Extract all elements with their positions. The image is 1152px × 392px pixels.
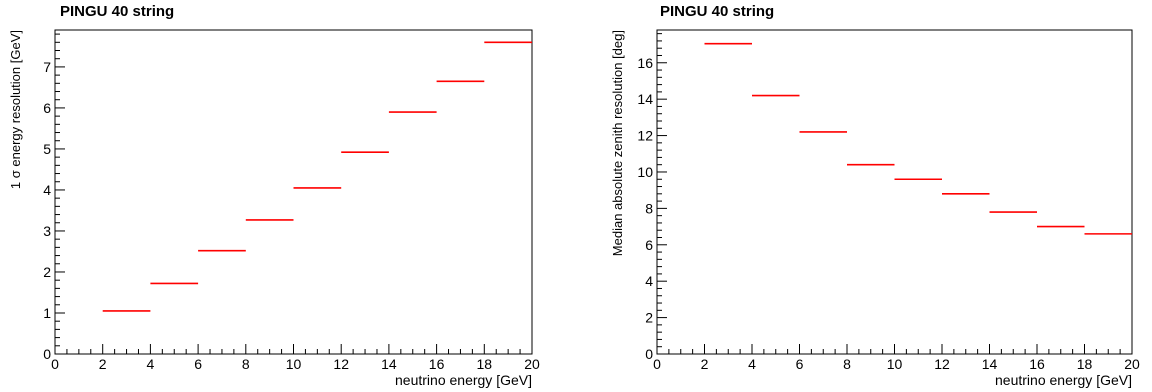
x-tick-label: 20 <box>1124 356 1140 372</box>
chart-title: PINGU 40 string <box>660 3 775 20</box>
x-tick-label: 12 <box>934 356 950 372</box>
y-tick-label: 5 <box>43 141 51 157</box>
x-axis-label: neutrino energy [GeV] <box>995 372 1132 388</box>
y-tick-label: 7 <box>43 59 51 75</box>
y-tick-label: 10 <box>637 164 653 180</box>
y-tick-label: 1 <box>43 305 51 321</box>
y-tick-label: 8 <box>645 200 653 216</box>
x-tick-label: 18 <box>1077 356 1093 372</box>
x-tick-label: 8 <box>242 356 250 372</box>
y-tick-label: 2 <box>43 264 51 280</box>
x-tick-label: 2 <box>99 356 107 372</box>
x-tick-label: 6 <box>796 356 804 372</box>
y-axis-label: Median absolute zenith resolution [deg] <box>610 30 625 256</box>
x-tick-label: 14 <box>381 356 397 372</box>
x-tick-label: 10 <box>286 356 302 372</box>
y-tick-label: 12 <box>637 128 653 144</box>
x-tick-label: 4 <box>147 356 155 372</box>
x-tick-label: 20 <box>524 356 540 372</box>
y-axis-label: 1 σ energy resolution [GeV] <box>8 30 23 189</box>
y-tick-label: 16 <box>637 55 653 71</box>
y-tick-label: 2 <box>645 310 653 326</box>
energy-resolution-chart: PINGU 40 string 0 2 4 6 8 10 12 14 16 18 20 0 1 2 3 4 5 6… <box>8 3 540 388</box>
x-tick-label: 18 <box>477 356 493 372</box>
chart-title: PINGU 40 string <box>60 3 175 20</box>
y-tick-label: 6 <box>645 237 653 253</box>
y-tick-label: 14 <box>637 91 653 107</box>
y-tick-label: 4 <box>43 182 51 198</box>
x-axis-label: neutrino energy [GeV] <box>395 372 532 388</box>
x-tick-label: 0 <box>653 356 661 372</box>
x-tick-label: 10 <box>887 356 903 372</box>
x-tick-label: 6 <box>194 356 202 372</box>
y-tick-label: 3 <box>43 223 51 239</box>
x-tick-label: 16 <box>429 356 445 372</box>
x-tick-label: 16 <box>1029 356 1045 372</box>
y-tick-label: 4 <box>645 273 653 289</box>
plot-frame <box>656 29 1133 355</box>
y-tick-label: 6 <box>43 100 51 116</box>
x-tick-label: 12 <box>333 356 349 372</box>
x-tick-label: 0 <box>51 356 59 372</box>
y-tick-label: 0 <box>43 346 51 362</box>
x-tick-label: 8 <box>843 356 851 372</box>
x-tick-label: 4 <box>748 356 756 372</box>
zenith-resolution-chart: PINGU 40 string 0 2 4 6 8 10 12 14 16 18 20 0 2 4 6 8 10… <box>600 0 1152 392</box>
x-tick-label: 2 <box>701 356 709 372</box>
y-tick-label: 0 <box>645 346 653 362</box>
plot-frame <box>54 29 533 355</box>
x-tick-label: 14 <box>982 356 998 372</box>
